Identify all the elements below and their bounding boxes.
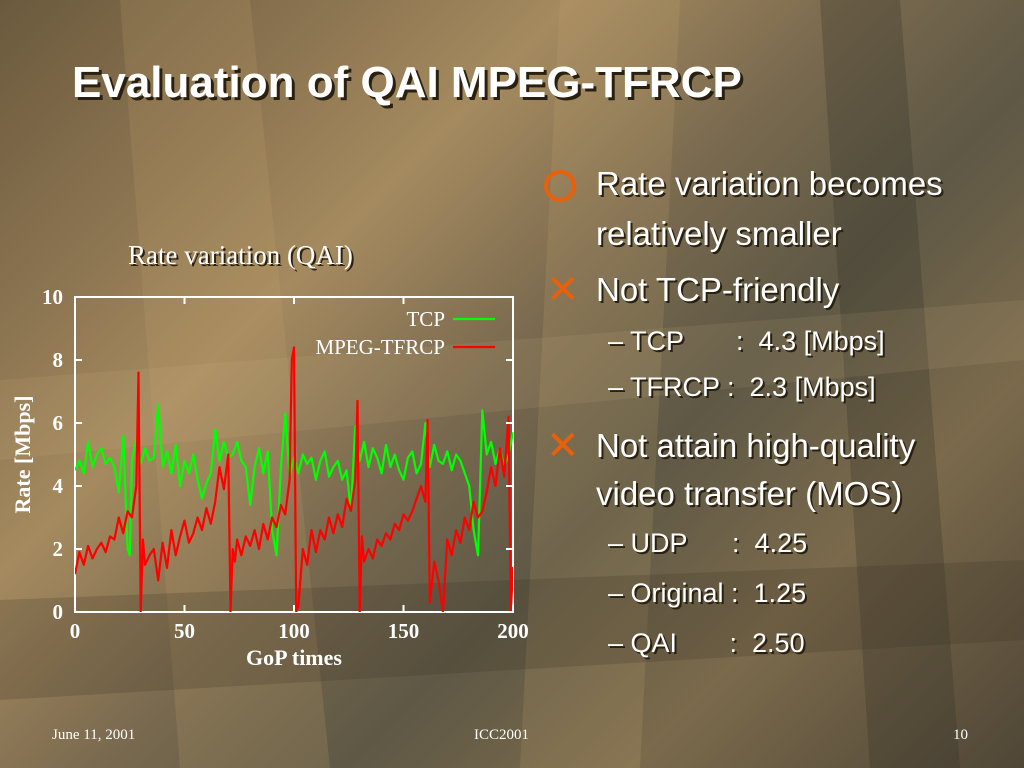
legend-label: MPEG-TFRCP [315, 335, 445, 359]
y-tick-label: 0 [53, 600, 64, 624]
bullet-line: Rate variation becomes [596, 165, 943, 202]
circle-bullet-icon [544, 170, 576, 202]
sub-item-tfrcp: – TFRCP : 2.3 [Mbps] [608, 372, 876, 402]
bullet-line: Not TCP-friendly [596, 271, 840, 308]
cross-bullet-icon: ✕ [546, 424, 580, 468]
chart-title: Rate variation (QAI) [128, 240, 353, 270]
footer-conference: ICC2001 [474, 727, 530, 743]
sub-item-qai: – QAI : 2.50 [608, 628, 805, 658]
series-line-mpeg-tfrcp [75, 346, 513, 612]
y-tick-label: 8 [53, 348, 64, 372]
y-tick-label: 10 [42, 285, 63, 309]
sub-item-original: – Original : 1.25 [608, 578, 807, 608]
x-tick-label: 0 [70, 619, 81, 643]
bullet-line: relatively smaller [596, 215, 842, 252]
x-tick-label: 50 [174, 619, 195, 643]
legend-label: TCP [406, 307, 445, 331]
x-tick-label: 150 [388, 619, 420, 643]
bullet-line: video transfer (MOS) [596, 475, 903, 512]
y-tick-label: 2 [53, 537, 64, 561]
x-tick-label: 100 [278, 619, 310, 643]
bullet-line: Not attain high-quality [596, 427, 916, 464]
sub-item-udp: – UDP : 4.25 [608, 528, 808, 558]
slide-title: Evaluation of QAI MPEG-TFRCP [72, 58, 742, 107]
y-axis-label: Rate [Mbps] [10, 396, 35, 514]
y-tick-label: 4 [53, 474, 64, 498]
x-axis-label: GoP times [246, 645, 342, 670]
cross-bullet-icon: ✕ [546, 268, 580, 312]
sub-item-tcp: – TCP : 4.3 [Mbps] [608, 326, 885, 356]
y-tick-label: 6 [53, 411, 64, 435]
footer-page-number: 10 [953, 727, 968, 743]
series-line-tcp [75, 403, 513, 557]
footer-date: June 11, 2001 [52, 727, 136, 743]
x-tick-label: 200 [497, 619, 529, 643]
